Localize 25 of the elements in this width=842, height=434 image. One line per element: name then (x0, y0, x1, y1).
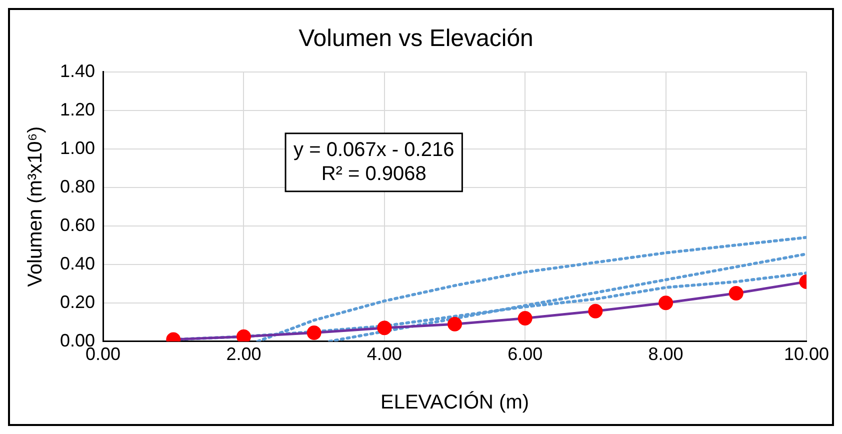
y-tick-label: 1.00 (60, 138, 96, 158)
point (236, 329, 251, 342)
y-tick-label: 1.20 (60, 99, 96, 120)
y-tick-label: 1.40 (60, 60, 96, 81)
point (658, 296, 674, 310)
chart-title: Volumen vs Elevación (298, 25, 534, 52)
x-tick-label: 6.00 (508, 344, 543, 364)
point (728, 286, 744, 301)
y-axis-title: Volumen (m³x10⁶) (24, 126, 47, 287)
point (448, 316, 462, 332)
y-tick-label: 0.20 (60, 292, 96, 312)
point (306, 325, 322, 340)
annotation: R² = 0.9068 (321, 162, 426, 185)
y-tick-label: 0.40 (60, 253, 96, 274)
point (377, 320, 392, 336)
x-tick-label: 8.00 (648, 344, 684, 364)
x-tick-label: 2.00 (226, 344, 262, 364)
point (588, 304, 603, 318)
point (518, 311, 532, 326)
y-tick-label: 0.80 (60, 176, 96, 196)
y-tick-label: 0.60 (60, 214, 96, 235)
x-tick-label: 10.00 (784, 344, 829, 364)
x-tick-label: 4.00 (366, 344, 402, 364)
annotation: y = 0.067x - 0.216 (294, 138, 454, 161)
x-axis-title: ELEVACIÓN (m) (380, 390, 530, 414)
